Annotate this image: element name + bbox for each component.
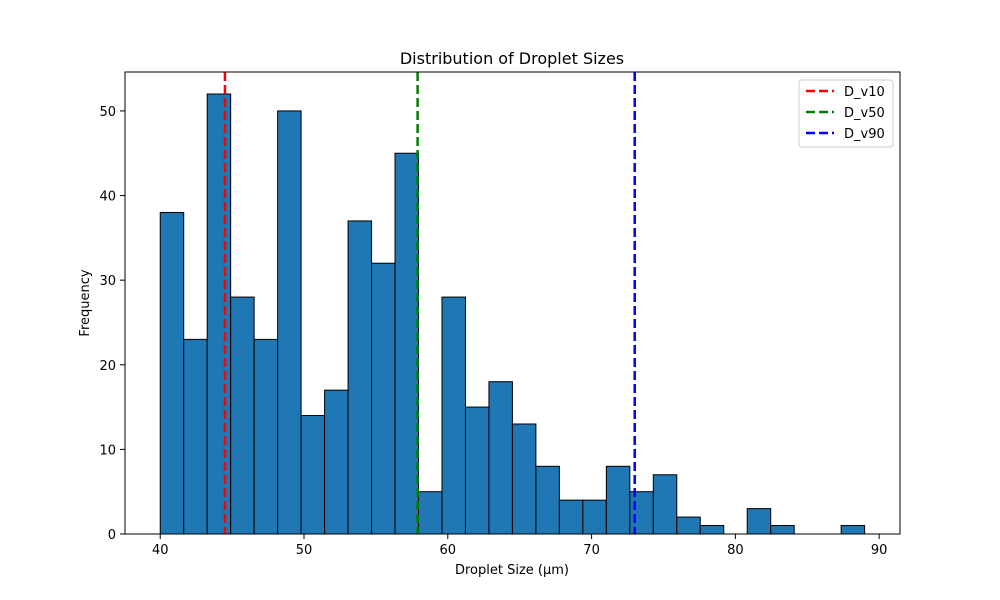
histogram-bar — [699, 525, 725, 535]
histogram-bar — [676, 516, 701, 535]
x-tick-label: 70 — [583, 543, 600, 558]
histogram-bar — [441, 296, 466, 535]
histogram-bar — [652, 474, 678, 535]
reference-lines — [223, 72, 636, 534]
x-axis-label: Droplet Size (µm) — [455, 563, 569, 578]
legend-label: D_v10 — [844, 85, 885, 100]
histogram-bar — [277, 110, 302, 535]
legend: D_v10 D_v50 D_v90 — [798, 79, 894, 148]
histogram-bar — [582, 499, 607, 535]
x-tick-label: 80 — [727, 543, 744, 558]
y-axis-ticks: 0 10 20 30 40 50 — [99, 105, 125, 543]
histogram-bar — [840, 525, 866, 535]
y-tick-label: 30 — [99, 274, 116, 289]
y-tick-label: 0 — [108, 528, 116, 543]
legend-box — [798, 79, 894, 148]
histogram-bar — [464, 406, 490, 535]
x-tick-label: 40 — [152, 543, 169, 558]
histogram-bar — [371, 262, 396, 535]
histogram-bar — [418, 491, 443, 535]
y-tick-label: 10 — [99, 443, 116, 458]
histogram-bar — [535, 465, 560, 535]
legend-label: D_v90 — [844, 127, 885, 142]
y-axis-label: Frequency — [78, 269, 93, 336]
histogram-bar — [605, 465, 631, 535]
legend-label: D_v50 — [844, 106, 885, 121]
histogram-bar — [206, 93, 232, 535]
plot-frame — [124, 71, 901, 535]
histogram-bar — [511, 423, 537, 535]
histogram-bar — [746, 508, 772, 535]
y-tick-label: 20 — [99, 359, 116, 374]
y-tick-label: 40 — [99, 190, 116, 205]
histogram-bar — [558, 499, 584, 535]
x-axis-ticks: 40 50 60 70 80 90 — [152, 534, 887, 558]
histogram-bars — [159, 93, 866, 535]
histogram-bar — [230, 296, 255, 535]
x-tick-label: 50 — [296, 543, 313, 558]
histogram-bar — [347, 220, 373, 535]
histogram-bar — [324, 389, 349, 535]
histogram-bar — [770, 525, 795, 535]
histogram-bar — [300, 415, 326, 535]
x-tick-label: 60 — [440, 543, 457, 558]
histogram-bar — [394, 152, 420, 535]
y-tick-label: 50 — [99, 105, 116, 120]
histogram-bar — [159, 211, 185, 535]
x-tick-label: 90 — [871, 543, 888, 558]
chart-title: Distribution of Droplet Sizes — [400, 49, 624, 68]
histogram-bar — [488, 381, 513, 535]
histogram-bar — [253, 338, 279, 535]
histogram-bar — [183, 338, 208, 535]
histogram-bar — [629, 491, 654, 535]
